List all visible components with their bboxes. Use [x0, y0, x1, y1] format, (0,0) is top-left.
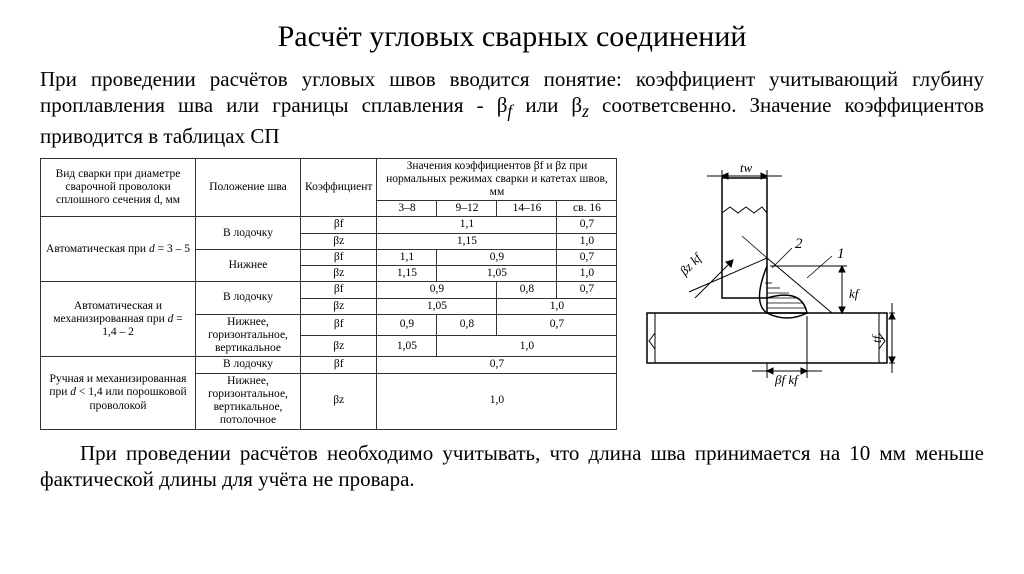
- table-cell: 0,7: [557, 282, 617, 298]
- cell-bf: βf: [301, 249, 377, 265]
- cell-bz: βz: [301, 298, 377, 314]
- page-title: Расчёт угловых сварных соединений: [40, 20, 984, 54]
- cell-pos-nizhnee-1: Нижнее: [196, 249, 301, 281]
- cell-pos-nghv: Нижнее, горизонтальное, вертикальное: [196, 314, 301, 357]
- table-cell: 0,9: [377, 282, 497, 298]
- table-cell: 1,1: [377, 217, 557, 233]
- intro-sub-z: z: [582, 101, 589, 121]
- label-bfkf: βf kf: [774, 372, 800, 387]
- intro-text-mid: или β: [512, 93, 582, 117]
- table-cell: 1,1: [377, 249, 437, 265]
- cell-pos-lodochku-2: В лодочку: [196, 282, 301, 314]
- th-range-3: 14–16: [497, 201, 557, 217]
- table-cell: 0,8: [437, 314, 497, 335]
- cell-bz: βz: [301, 266, 377, 282]
- table-cell: 1,05: [377, 336, 437, 357]
- th-coef: Коэффициент: [301, 158, 377, 217]
- label-bzkf: βz kf: [676, 248, 706, 278]
- label-1: 1: [837, 246, 845, 262]
- table-cell: 1,05: [437, 266, 557, 282]
- table-cell: 0,7: [377, 357, 617, 373]
- cell-auto35: Автоматическая при d = 3 – 5: [41, 217, 196, 282]
- cell-bf: βf: [301, 282, 377, 298]
- table-cell: 1,15: [377, 233, 557, 249]
- weld-diagram: tw βz kf βf kf: [637, 158, 897, 413]
- table-cell: 1,0: [497, 298, 617, 314]
- table-cell: 1,15: [377, 266, 437, 282]
- th-values: Значения коэффициентов βf и βz при норма…: [377, 158, 617, 201]
- table-cell: 1,0: [557, 233, 617, 249]
- table-cell: 1,0: [437, 336, 617, 357]
- table-cell: 0,7: [557, 249, 617, 265]
- table-cell: 0,9: [437, 249, 557, 265]
- cell-bz: βz: [301, 373, 377, 429]
- intro-paragraph: При проведении расчётов угловых швов вво…: [40, 66, 984, 150]
- table-cell: 1,0: [557, 266, 617, 282]
- label-kf: kf: [849, 286, 861, 301]
- cell-bf: βf: [301, 357, 377, 373]
- cell-auto-mech: Автоматическая и механизированная при d …: [41, 282, 196, 357]
- label-2: 2: [795, 236, 803, 252]
- th-weld-type: Вид сварки при диаметре сварочной провол…: [41, 158, 196, 217]
- table-cell: 0,8: [497, 282, 557, 298]
- th-range-4: св. 16: [557, 201, 617, 217]
- cell-pos-all: Нижнее, горизонтальное, вертикальное, по…: [196, 373, 301, 429]
- label-tf: tf: [869, 333, 884, 343]
- label-tw: tw: [740, 160, 753, 175]
- cell-bz: βz: [301, 233, 377, 249]
- cell-manual: Ручная и механизированная при d < 1,4 ил…: [41, 357, 196, 429]
- th-range-2: 9–12: [437, 201, 497, 217]
- footer-paragraph: При проведении расчётов необходимо учиты…: [40, 440, 984, 493]
- table-cell: 0,7: [497, 314, 617, 335]
- cell-pos-lodochku-3: В лодочку: [196, 357, 301, 373]
- cell-bz: βz: [301, 336, 377, 357]
- table-cell: 0,7: [557, 217, 617, 233]
- table-cell: 1,05: [377, 298, 497, 314]
- coefficient-table: Вид сварки при диаметре сварочной провол…: [40, 158, 617, 430]
- cell-bf: βf: [301, 314, 377, 335]
- table-cell: 0,9: [377, 314, 437, 335]
- table-cell: 1,0: [377, 373, 617, 429]
- th-position: Положение шва: [196, 158, 301, 217]
- content-row: Вид сварки при диаметре сварочной провол…: [40, 158, 984, 430]
- cell-pos-lodochku-1: В лодочку: [196, 217, 301, 249]
- th-range-1: 3–8: [377, 201, 437, 217]
- cell-bf: βf: [301, 217, 377, 233]
